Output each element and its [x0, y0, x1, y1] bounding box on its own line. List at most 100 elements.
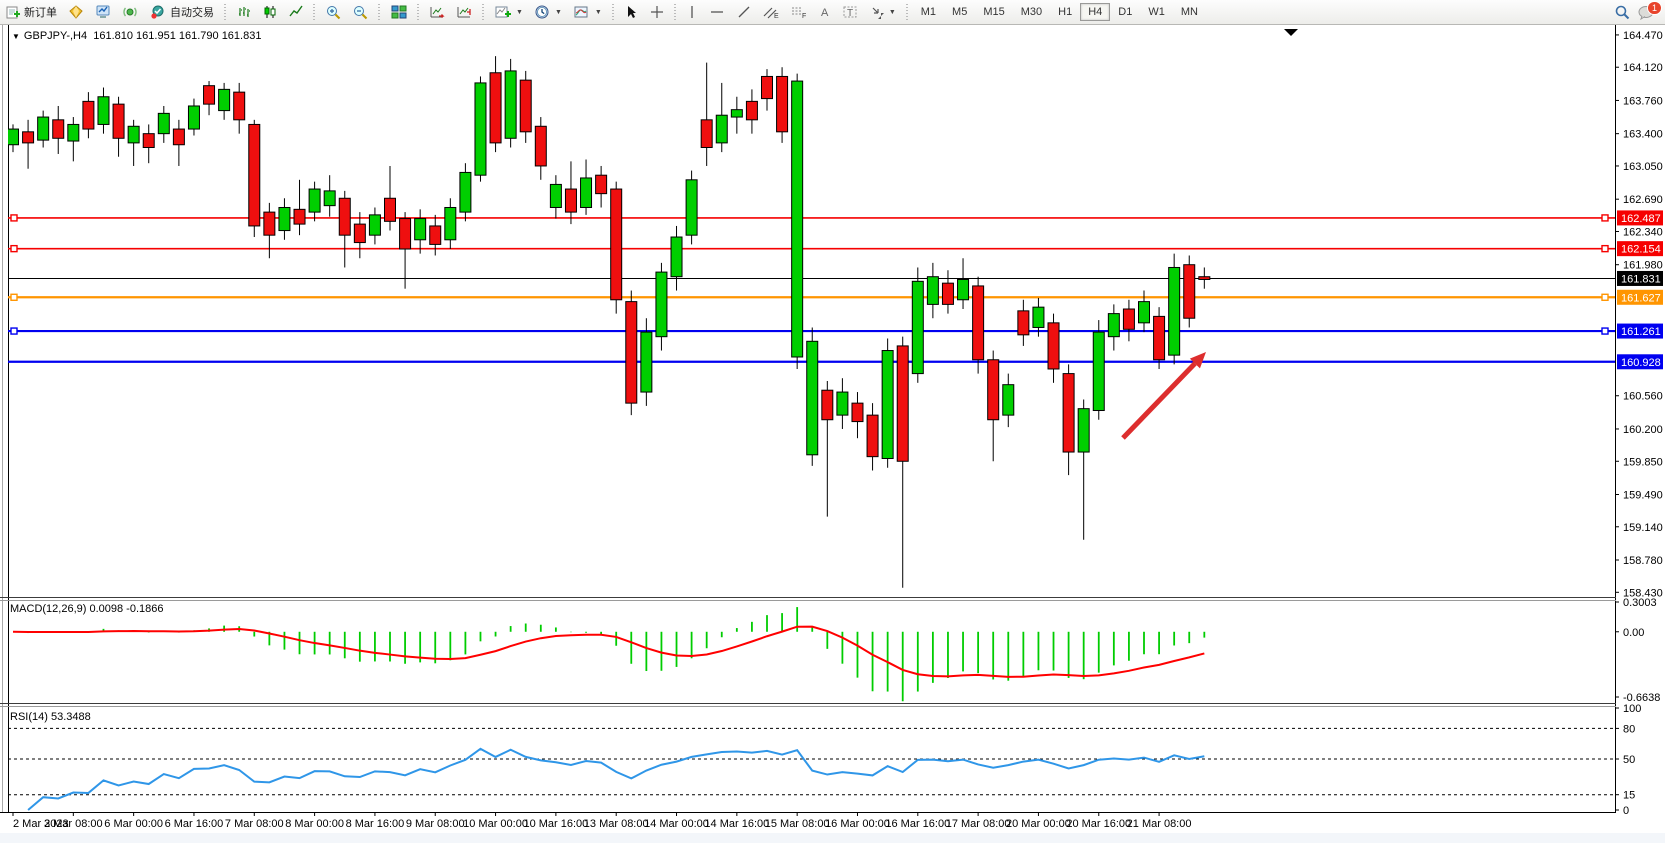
candle-body [972, 285, 985, 361]
candle-body [1107, 313, 1120, 338]
svg-text:E: E [774, 13, 779, 19]
candle-body [218, 88, 231, 112]
timeframe-button-m15[interactable]: M15 [983, 6, 1005, 18]
search-icon[interactable] [1614, 4, 1630, 20]
templates-button[interactable]: ▼ [569, 2, 607, 22]
svg-text:160.200: 160.200 [1623, 424, 1663, 436]
svg-text:163.400: 163.400 [1623, 129, 1663, 141]
trendline-tool-button[interactable] [732, 2, 756, 22]
fibonacci-tool-button[interactable]: F [786, 2, 812, 22]
dropdown-arrow-icon: ▼ [516, 8, 523, 16]
vline-tool-button[interactable] [682, 2, 702, 22]
svg-text:161.980: 161.980 [1623, 260, 1663, 272]
line-handle[interactable] [1601, 293, 1609, 301]
timeframe-button-m30[interactable]: M30 [1020, 6, 1043, 18]
candle-body [248, 123, 261, 227]
text-label-tool-button[interactable]: T [838, 2, 863, 22]
candle-body [564, 188, 577, 213]
cursor-tool-button[interactable] [620, 2, 643, 22]
svg-text:17 Mar 08:00: 17 Mar 08:00 [946, 818, 1011, 830]
candle-body [941, 282, 954, 305]
line-handle[interactable] [10, 293, 18, 301]
price-tag-161.831: 161.831 [1617, 270, 1663, 286]
timeframe-button-w1[interactable]: W1 [1148, 6, 1165, 18]
svg-text:159.140: 159.140 [1623, 522, 1663, 534]
zoom-in-button[interactable] [321, 2, 346, 23]
line-handle[interactable] [10, 244, 18, 253]
notifications-icon[interactable]: 1 [1638, 0, 1662, 20]
candle-body [1047, 322, 1060, 370]
svg-text:100: 100 [1623, 703, 1641, 715]
bar-chart-button[interactable] [232, 2, 256, 22]
channel-tool-button[interactable]: E [758, 2, 784, 22]
candle-body [444, 206, 457, 241]
svg-text:6 Mar 16:00: 6 Mar 16:00 [165, 818, 224, 830]
line-handle[interactable] [1601, 327, 1609, 335]
chart-shift-icon [457, 5, 472, 19]
svg-text:163.760: 163.760 [1623, 95, 1663, 107]
candle-body [881, 350, 894, 459]
timeframe-button-m5[interactable]: M5 [952, 6, 968, 18]
collapse-triangle-icon[interactable]: ▼ [12, 32, 20, 41]
arrows-tool-button[interactable]: ▼ [865, 2, 901, 22]
add-indicator-button[interactable]: ▼ [490, 2, 528, 22]
signals-button[interactable] [118, 2, 143, 22]
tile-windows-icon [391, 5, 407, 19]
candle-body [534, 125, 547, 167]
candle-body [429, 225, 442, 245]
candle-body [625, 301, 638, 404]
candle-body [776, 75, 789, 133]
timeframe-button-h1[interactable]: H1 [1058, 6, 1073, 18]
toolbar-grip [672, 4, 678, 20]
new-order-button[interactable]: 新订单 [1, 1, 62, 23]
symbol-ohlc-label[interactable]: ▼ GBPJPY-,H4 161.810 161.951 161.790 161.… [12, 30, 261, 42]
signal-icon [123, 5, 138, 19]
text-tool-button[interactable]: A [814, 2, 836, 22]
svg-text:80: 80 [1623, 723, 1635, 735]
candle-body [127, 125, 140, 144]
tile-windows-button[interactable] [386, 2, 412, 22]
zoom-out-button[interactable] [348, 2, 373, 23]
candle-body [474, 82, 487, 176]
line-chart-button[interactable] [284, 2, 308, 22]
timeframe-button-m1[interactable]: M1 [920, 6, 937, 18]
market-watch-button[interactable] [64, 2, 89, 22]
trend-arrow-annotation[interactable] [1121, 352, 1206, 440]
template-icon [574, 5, 590, 19]
candle-body [1183, 264, 1196, 319]
crosshair-tool-button[interactable] [645, 2, 669, 22]
candle-body [1092, 331, 1105, 412]
chart-canvas[interactable]: 164.470 164.120 163.760 163.400 163.050 162.6… [0, 25, 1665, 843]
auto-scroll-button[interactable] [425, 2, 450, 22]
hline-tool-button[interactable] [704, 2, 730, 22]
candlesticks[interactable] [8, 56, 1211, 588]
candle-body [640, 331, 653, 393]
price-tag-161.261: 161.261 [1617, 323, 1663, 339]
terminal-button[interactable] [91, 2, 116, 22]
timeframe-button-h4[interactable]: H4 [1080, 3, 1111, 21]
candle-body [1032, 306, 1045, 328]
timeframe-button-d1[interactable]: D1 [1118, 6, 1133, 18]
candle-body [82, 100, 95, 130]
chart-shift-button[interactable] [452, 2, 477, 22]
line-chart-icon [289, 5, 303, 19]
candle-body [655, 271, 668, 338]
auto-trading-button[interactable]: 自动交易 [145, 1, 219, 23]
svg-text:158.780: 158.780 [1623, 555, 1663, 567]
line-handle[interactable] [1601, 244, 1609, 253]
macd-indicator-label: MACD(12,26,9) 0.0098 -0.1866 [10, 603, 164, 615]
svg-text:162.690: 162.690 [1623, 194, 1663, 206]
line-handle[interactable] [10, 214, 18, 222]
candle-body [1168, 266, 1181, 356]
timeframe-button-mn[interactable]: MN [1180, 6, 1198, 18]
line-handle[interactable] [10, 327, 18, 335]
line-handle[interactable] [1601, 214, 1609, 222]
equidistant-channel-icon: E [763, 5, 779, 20]
candle-body [670, 236, 683, 278]
candlestick-chart-button[interactable] [258, 2, 282, 22]
chart-shift-marker[interactable] [1284, 29, 1298, 36]
periods-button[interactable]: ▼ [530, 2, 567, 23]
notification-badge: 1 [1646, 0, 1662, 15]
toolbar-grip [312, 4, 317, 20]
